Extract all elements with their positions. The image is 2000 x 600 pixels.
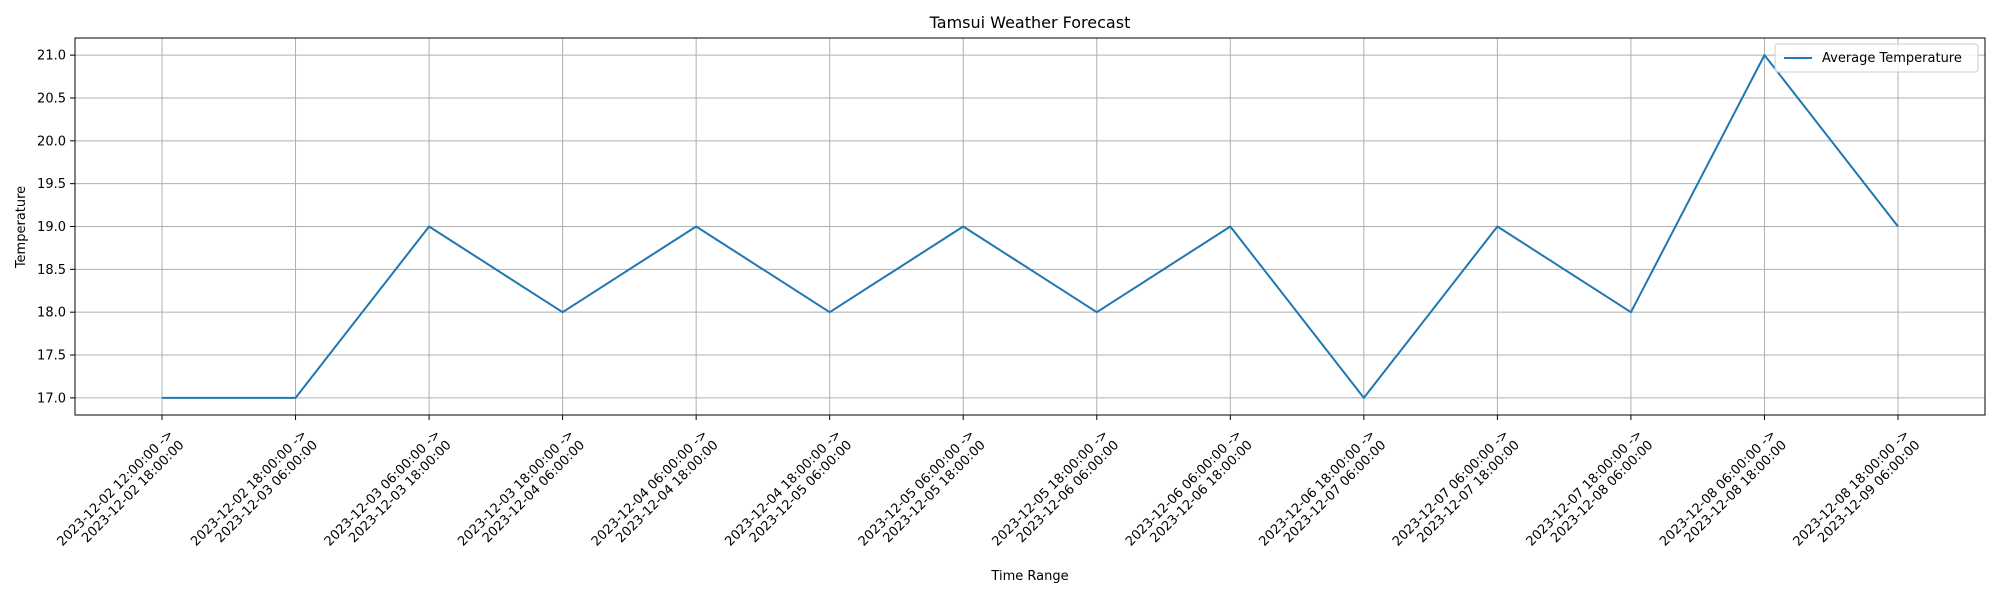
x-tick-label: 2023-12-07 06:00:00 ->2023-12-07 18:00:0…	[1390, 427, 1523, 560]
y-tick-label: 18.0	[37, 306, 66, 321]
series-line-average-temperature	[162, 54, 1899, 399]
grid-layer	[75, 38, 1985, 415]
y-axis-label: Temperature	[14, 186, 29, 269]
y-tick-label: 20.5	[37, 91, 66, 106]
x-tick-label: 2023-12-02 18:00:00 ->2023-12-03 06:00:0…	[188, 427, 321, 560]
x-axis-label: Time Range	[990, 569, 1068, 584]
x-tick-label: 2023-12-08 06:00:00 ->2023-12-08 18:00:0…	[1657, 427, 1790, 560]
x-tick-label: 2023-12-06 06:00:00 ->2023-12-06 18:00:0…	[1123, 427, 1256, 560]
legend-box	[1774, 43, 1979, 73]
legend: Average Temperature	[1774, 43, 1979, 73]
y-tick-label: 17.5	[37, 349, 66, 364]
x-tick-label: 2023-12-07 18:00:00 ->2023-12-08 06:00:0…	[1524, 427, 1657, 560]
y-tick-label: 21.0	[37, 49, 66, 64]
x-axis-ticks: 2023-12-02 12:00:00 ->2023-12-02 18:00:0…	[55, 415, 1924, 560]
series-layer	[161, 54, 1899, 399]
x-tick-label: 2023-12-03 06:00:00 ->2023-12-03 18:00:0…	[322, 427, 455, 560]
x-tick-label: 2023-12-04 06:00:00 ->2023-12-04 18:00:0…	[589, 427, 722, 560]
y-tick-label: 19.5	[37, 177, 66, 192]
x-tick-label: 2023-12-05 06:00:00 ->2023-12-05 18:00:0…	[856, 427, 989, 560]
x-tick-label: 2023-12-03 18:00:00 ->2023-12-04 06:00:0…	[455, 427, 588, 560]
x-tick-label: 2023-12-04 18:00:00 ->2023-12-05 06:00:0…	[722, 427, 855, 560]
legend-label: Average Temperature	[1822, 51, 1962, 66]
x-tick-label: 2023-12-05 18:00:00 ->2023-12-06 06:00:0…	[989, 427, 1122, 560]
chart-title: Tamsui Weather Forecast	[929, 13, 1131, 32]
x-tick-label: 2023-12-08 18:00:00 ->2023-12-09 06:00:0…	[1791, 427, 1924, 560]
y-tick-label: 18.5	[37, 263, 66, 278]
x-tick-label: 2023-12-06 18:00:00 ->2023-12-07 06:00:0…	[1256, 427, 1389, 560]
y-tick-label: 17.0	[37, 391, 66, 406]
y-axis-ticks: 17.0 17.5 18.0 18.5 19.0 19.5 20.0 20.5 21.0	[37, 49, 75, 406]
y-tick-label: 19.0	[37, 220, 66, 235]
y-tick-label: 20.0	[37, 134, 66, 149]
x-tick-label: 2023-12-02 12:00:00 ->2023-12-02 18:00:0…	[55, 427, 188, 560]
